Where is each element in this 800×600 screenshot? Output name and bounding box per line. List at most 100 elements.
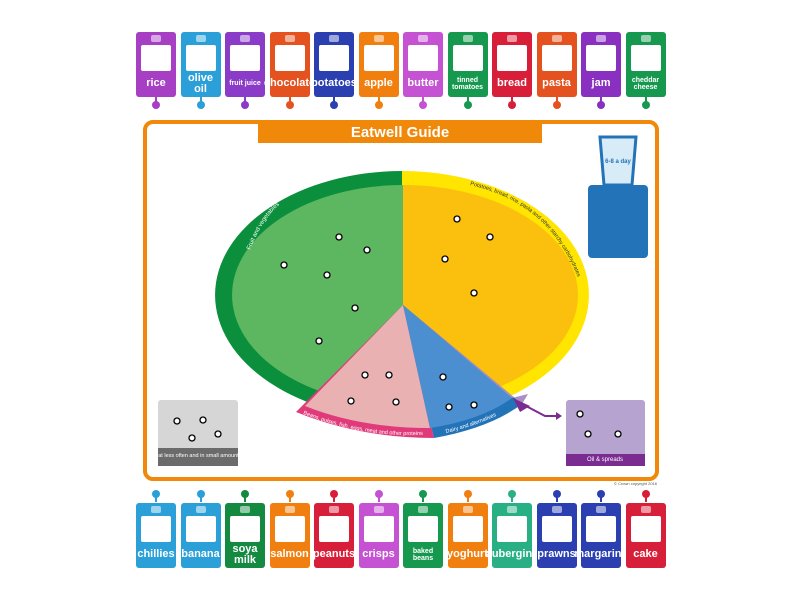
drop-target[interactable] [392, 398, 400, 406]
speaker-icon [596, 35, 606, 42]
tile-label: yoghurt [447, 548, 488, 560]
pin-stem [555, 496, 558, 502]
word-tile[interactable]: margarine [574, 503, 628, 568]
word-tile[interactable]: olive oil [180, 32, 221, 97]
pin-stem [333, 97, 335, 103]
word-tile[interactable]: crisps [358, 503, 399, 568]
pin-head [374, 490, 383, 498]
word-tile[interactable]: chocolate [264, 32, 315, 97]
tile-label: bread [497, 77, 527, 89]
word-tile[interactable]: yoghurt [447, 503, 488, 568]
word-tile[interactable]: apple [358, 32, 399, 97]
drop-target[interactable] [335, 233, 343, 241]
drop-target[interactable] [614, 430, 622, 438]
word-tile[interactable]: baked beans [403, 503, 443, 568]
word-tile[interactable]: rice [136, 32, 176, 97]
speaker-icon [151, 506, 161, 513]
word-tile[interactable]: peanuts [313, 503, 355, 568]
speaker-icon [284, 35, 295, 42]
speaker-icon [418, 35, 428, 42]
speaker-icon [151, 35, 161, 42]
word-tile[interactable]: butter [403, 32, 443, 97]
pin-head [241, 101, 249, 109]
pin-stem [422, 496, 424, 502]
oil-arrowhead [556, 412, 562, 420]
drop-target[interactable] [576, 410, 584, 418]
word-tile[interactable]: potatoes [311, 32, 357, 97]
food-image [141, 45, 171, 71]
drop-target[interactable] [363, 246, 371, 254]
pin-head [641, 101, 650, 109]
food-image [630, 516, 661, 542]
word-tile[interactable]: pasta [536, 32, 577, 97]
word-tile[interactable]: tinned tomatoes [447, 32, 488, 97]
drop-target[interactable] [361, 371, 369, 379]
drop-target[interactable] [173, 417, 181, 425]
tile-label: olive oil [187, 71, 214, 95]
word-tile[interactable]: aubergine [485, 503, 539, 568]
pin-stem [333, 496, 335, 502]
drinks-box [588, 185, 648, 258]
pin-head [463, 490, 472, 498]
word-tile[interactable]: prawns [536, 503, 577, 568]
less-often-label: Eat less often and in small amounts [155, 453, 242, 459]
drop-target[interactable] [584, 430, 592, 438]
pin-head [285, 101, 294, 109]
word-tile[interactable]: cake [625, 503, 666, 568]
tile-label: chillies [137, 548, 175, 560]
food-image [452, 45, 483, 71]
tile-label: aubergine [485, 548, 539, 560]
drop-target[interactable] [347, 397, 355, 405]
title: Eatwell Guide [351, 124, 449, 141]
title-bar [258, 123, 542, 143]
food-image [363, 45, 394, 71]
food-image [230, 516, 260, 542]
drop-target[interactable] [315, 337, 323, 345]
pin-head [463, 101, 472, 109]
pin-head [152, 101, 160, 109]
tile-label: prawns [537, 548, 576, 560]
dairy [403, 305, 512, 428]
tile-label: tinned tomatoes [451, 76, 484, 91]
pin-stem [511, 97, 513, 103]
drop-target[interactable] [214, 430, 222, 438]
tile-label: butter [407, 77, 439, 89]
drop-target[interactable] [486, 233, 494, 241]
word-tile[interactable]: banana [180, 503, 221, 568]
drop-target[interactable] [441, 255, 449, 263]
drop-target[interactable] [351, 304, 359, 312]
drop-target[interactable] [439, 373, 447, 381]
word-tile[interactable]: cheddar cheese [625, 32, 666, 97]
word-tile[interactable]: chillies [136, 503, 176, 568]
food-image [452, 516, 483, 542]
tile-label: fruit juice [229, 80, 261, 87]
drop-target[interactable] [199, 416, 207, 424]
tile-label: rice [146, 77, 166, 89]
word-tile[interactable]: fruit juice [225, 32, 265, 97]
speaker-icon [240, 506, 250, 513]
pin-stem [155, 496, 157, 502]
drop-target[interactable] [280, 261, 288, 269]
glass [598, 135, 638, 187]
pin-head [196, 490, 205, 498]
pin-head [508, 490, 516, 498]
tile-label: margarine [574, 548, 628, 560]
drop-target[interactable] [453, 215, 461, 223]
pin-head [508, 101, 516, 109]
drop-target[interactable] [323, 271, 331, 279]
food-image [586, 516, 616, 542]
word-tile[interactable]: bread [492, 32, 532, 97]
food-image [497, 45, 527, 71]
drop-target[interactable] [385, 371, 393, 379]
drop-target[interactable] [470, 401, 478, 409]
pin-stem [466, 496, 469, 502]
drop-target[interactable] [188, 434, 196, 442]
pin-stem [288, 496, 291, 502]
drop-target[interactable] [445, 403, 453, 411]
pin-stem [288, 97, 291, 103]
drop-target[interactable] [470, 289, 478, 297]
word-tile[interactable]: jam [581, 32, 621, 97]
pin-stem [199, 496, 202, 502]
word-tile[interactable]: soya milk [225, 503, 265, 568]
word-tile[interactable]: salmon [269, 503, 310, 568]
